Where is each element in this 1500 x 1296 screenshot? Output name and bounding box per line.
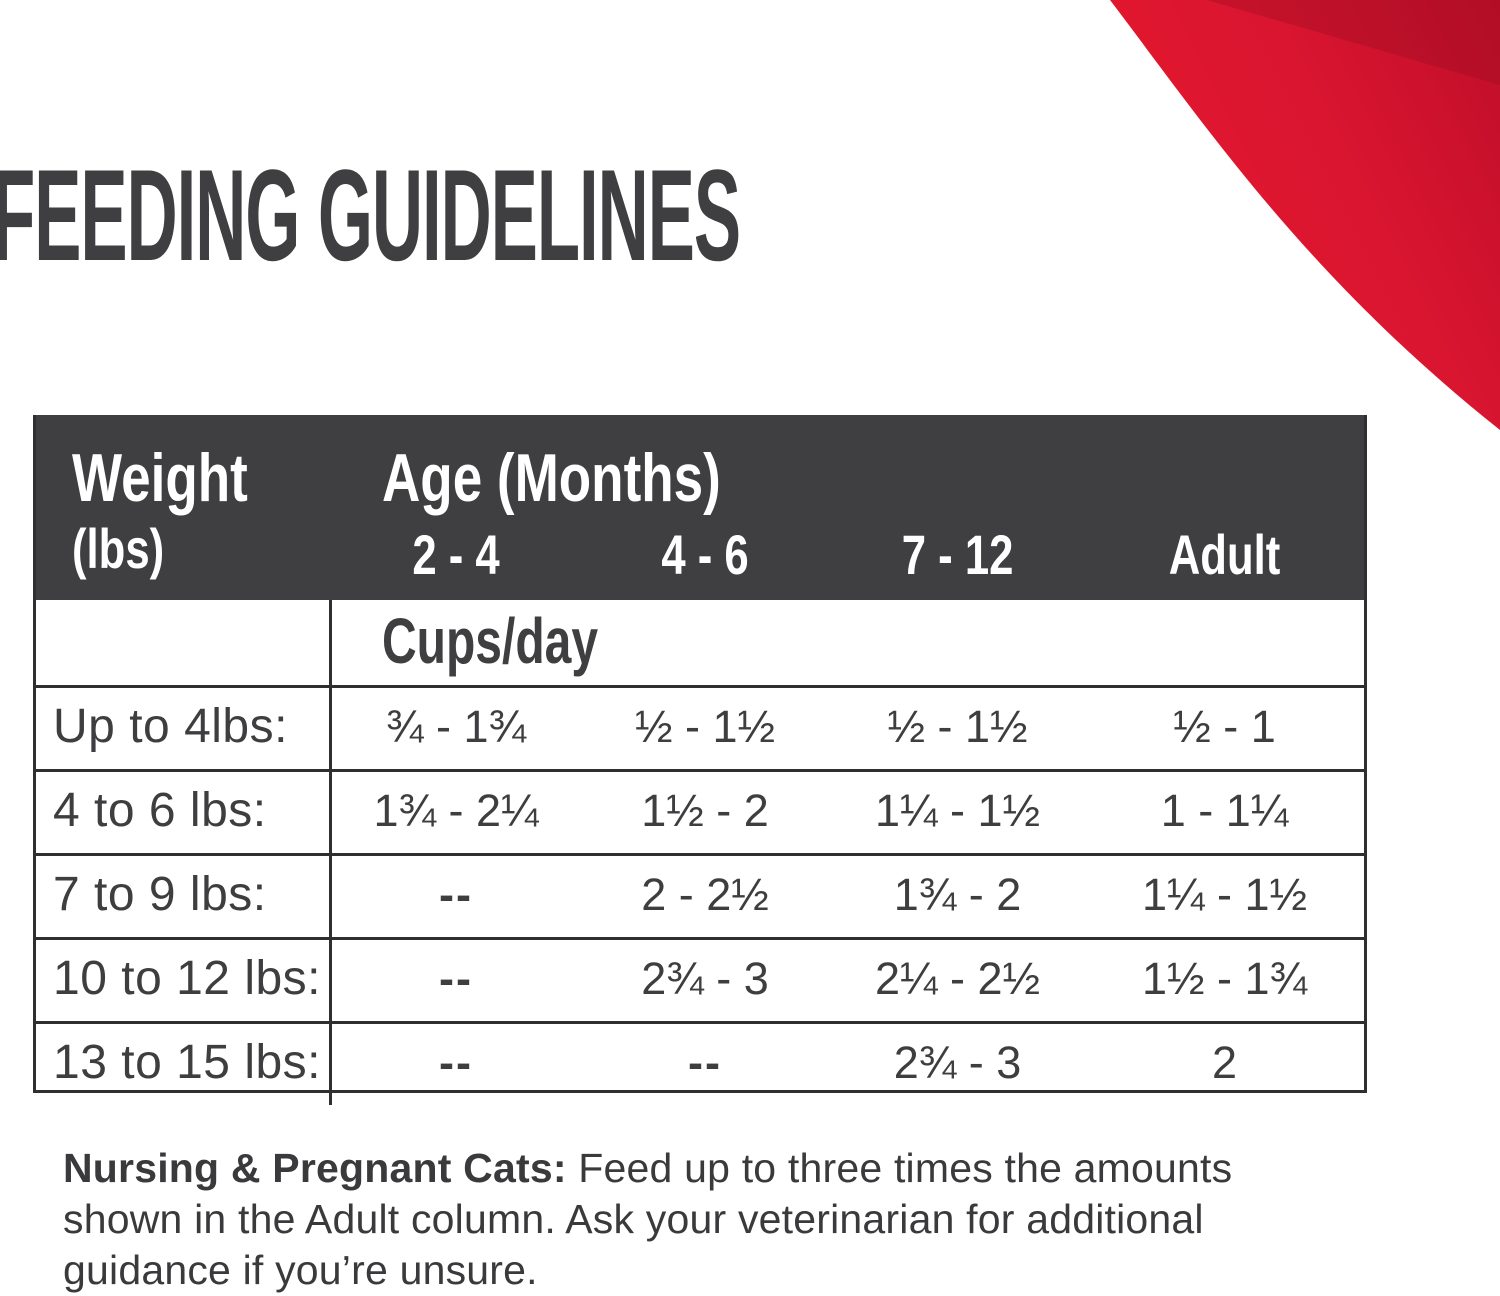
cups-per-day-label: Cups/day [332,600,1364,685]
units-row-empty-cell [36,600,332,685]
cell-value: 1 - 1¼ [1160,785,1289,836]
cell-value: -- [439,1037,473,1088]
table-row: 10 to 12 lbs: -- 2¾ - 3 2¼ - 2½ 1½ - 1¾ [36,940,1364,1024]
units-row: Cups/day [36,600,1364,688]
cell-value: 2¾ - 3 [641,953,769,1004]
cell-value: 2¾ - 3 [893,1037,1022,1088]
cell-value: ½ - 1 [1173,701,1276,752]
footnote-line-1-rest: Feed up to three times the amounts [566,1145,1233,1191]
age-col-adult-text: Adult [1168,523,1281,586]
cups-per-day-text: Cups/day [382,605,599,677]
footnote-lead: Nursing & Pregnant Cats: [63,1145,567,1191]
cell-value: -- [688,1037,722,1088]
red-swoosh-graphic [1110,0,1500,430]
table-header: Weight (lbs) Age (Months) 2 - 4 4 - 6 7 … [36,415,1364,600]
cell-value: 2 - 2½ [641,869,769,920]
table-row: 4 to 6 lbs: 1¾ - 2¼ 1½ - 2 1¼ - 1½ 1 - 1… [36,772,1364,856]
page-title: FEEDING GUIDELINES [0,142,741,288]
cell-value: 1¼ - 1½ [1141,869,1308,920]
weight-header-label: Weight [36,415,332,516]
age-header-text: Age (Months) [382,440,721,516]
age-col-adult: Adult [1085,510,1364,600]
weight-unit-label: (lbs) [36,510,332,600]
table-row: 13 to 15 lbs: -- -- 2¾ - 3 2 [36,1024,1364,1105]
age-col-2-4: 2 - 4 [332,510,580,600]
row-weight-label: 7 to 9 lbs: [36,856,332,937]
cell-value: ½ - 1½ [634,701,776,752]
weight-header-text: Weight [72,440,248,516]
cell-value: ¾ - 1¾ [385,701,527,752]
age-col-4-6: 4 - 6 [580,510,830,600]
cell-value: 1½ - 2 [641,785,769,836]
age-col-4-6-text: 4 - 6 [661,523,749,586]
cell-value: 2 [1211,1037,1238,1088]
age-header-label: Age (Months) [332,415,1364,516]
weight-unit-text: (lbs) [72,517,165,580]
footnote-line-1: Nursing & Pregnant Cats: Feed up to thre… [63,1143,1463,1194]
age-col-2-4-text: 2 - 4 [412,523,500,586]
row-weight-label: 4 to 6 lbs: [36,772,332,853]
footnote: Nursing & Pregnant Cats: Feed up to thre… [63,1143,1463,1296]
cell-value: 1½ - 1¾ [1141,953,1308,1004]
footnote-line-2: shown in the Adult column. Ask your vete… [63,1196,1204,1242]
row-weight-label: 13 to 15 lbs: [36,1024,332,1105]
cell-value: -- [439,869,473,920]
cell-value: ½ - 1½ [887,701,1028,752]
age-col-7-12-text: 7 - 12 [901,523,1014,586]
cell-value: 1¾ - 2 [893,869,1022,920]
age-col-7-12: 7 - 12 [830,510,1085,600]
table-row: 7 to 9 lbs: -- 2 - 2½ 1¾ - 2 1¼ - 1½ [36,856,1364,940]
row-weight-label: Up to 4lbs: [36,688,332,769]
cell-value: 2¼ - 2½ [874,953,1041,1004]
cell-value: -- [439,953,473,1004]
table-row: Up to 4lbs: ¾ - 1¾ ½ - 1½ ½ - 1½ ½ - 1 [36,688,1364,772]
cell-value: 1¾ - 2¼ [373,785,539,836]
footnote-line-3: guidance if you’re unsure. [63,1247,538,1293]
row-weight-label: 10 to 12 lbs: [36,940,332,1021]
cell-value: 1¼ - 1½ [874,785,1041,836]
feeding-table: Weight (lbs) Age (Months) 2 - 4 4 - 6 7 … [33,415,1367,1105]
